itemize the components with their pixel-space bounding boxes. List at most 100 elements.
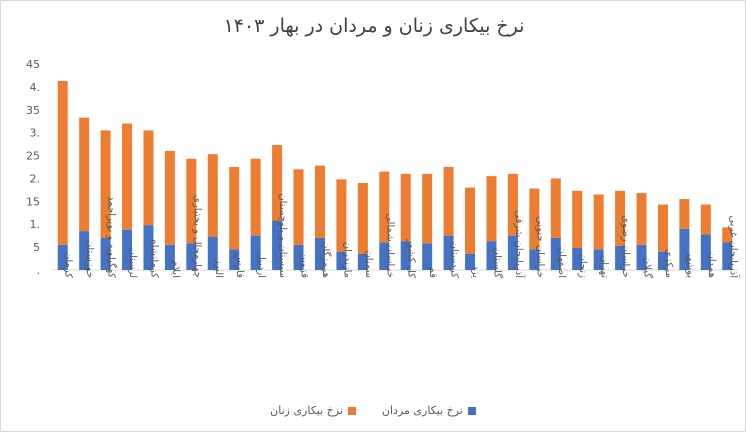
legend-swatch-women <box>347 406 356 415</box>
bar-women <box>507 173 518 236</box>
y-tick-label: 35 <box>26 104 40 117</box>
bar-women <box>593 194 604 250</box>
x-category-label: خوزستان <box>84 240 95 278</box>
bar-men <box>529 249 540 270</box>
x-category-label: لرستان <box>127 248 138 278</box>
bar-women <box>229 167 240 250</box>
x-category-label: آذربایجان غربی <box>727 215 740 279</box>
x-category-label: چهارمحال و بختیاری <box>191 195 202 278</box>
bar-men <box>572 248 583 270</box>
bar-men <box>293 244 304 270</box>
x-category-label: کرمانشاه <box>148 239 159 278</box>
x-category-label: خراسان رضوی <box>620 215 631 278</box>
x-category-label: کرمان <box>63 252 74 278</box>
bar-women <box>250 158 261 236</box>
bar-women <box>186 158 197 244</box>
y-tick-label: 45 <box>26 58 40 71</box>
bar-women <box>443 167 454 236</box>
bar-men <box>186 243 197 270</box>
bar-women <box>164 150 175 245</box>
x-category-label: قزوین <box>299 252 310 278</box>
bar-men <box>79 231 90 270</box>
x-category-label: اردبیل <box>256 253 267 278</box>
bar-women <box>100 130 111 238</box>
bar-men <box>100 237 111 270</box>
bar-men <box>422 243 433 270</box>
bar-women <box>272 145 283 221</box>
legend-label-women: نرخ بیکاری زنان <box>270 404 343 417</box>
bar-men <box>615 245 626 270</box>
bar-men <box>229 249 240 270</box>
x-category-label: ایلام <box>170 260 181 278</box>
bar-men <box>272 220 283 270</box>
bar-women <box>293 169 304 245</box>
bar-men <box>143 225 154 270</box>
bar-men <box>379 242 390 270</box>
bar-women <box>314 165 325 238</box>
bar-women <box>529 188 540 250</box>
bar-men <box>465 253 476 270</box>
bar-women <box>700 204 711 235</box>
bar-women <box>207 154 218 237</box>
bar-men <box>443 235 454 270</box>
x-category-label: هرمزگان <box>320 241 332 278</box>
bar-women <box>336 179 347 252</box>
bar-men <box>700 234 711 270</box>
bar-women <box>486 176 497 242</box>
bar-women <box>615 190 626 246</box>
bar-men <box>122 229 133 270</box>
x-category-label: گیلان <box>642 257 654 278</box>
x-category-label: مرکزی <box>663 249 674 278</box>
bar-men <box>636 244 647 270</box>
bar-women <box>636 193 647 245</box>
bar-women <box>550 178 561 238</box>
bar-men <box>336 251 347 270</box>
x-category-label: یزد <box>470 265 481 278</box>
y-tick-label: 3. <box>30 127 41 140</box>
bar-women <box>465 187 476 254</box>
x-category-label: البرز <box>213 258 224 278</box>
bar-men <box>657 251 668 270</box>
bar-men <box>722 242 733 270</box>
bar-men <box>593 249 604 270</box>
x-category-label: اصفهان <box>556 247 567 278</box>
x-category-label: سیستان و بلوچستان <box>277 193 288 278</box>
chart-title: نرخ بیکاری زنان و مردان در بهار ۱۴۰۳ <box>223 15 525 37</box>
bar-women <box>379 171 390 243</box>
x-category-label: قم <box>427 267 438 279</box>
x-category-label: مازندران <box>341 242 352 278</box>
bar-women <box>122 123 133 230</box>
x-category-label: آذربایجان شرقی <box>513 210 526 279</box>
x-category-label: خراسان شمالی <box>384 213 395 278</box>
bar-men <box>164 244 175 270</box>
bar-men <box>400 241 411 270</box>
bar-women <box>357 183 368 254</box>
x-category-label: کل کشور <box>406 238 417 278</box>
x-category-label: خراسان جنوبی <box>534 216 545 278</box>
y-tick-label: 4. <box>30 81 41 94</box>
y-tick-label: 5 <box>33 241 40 254</box>
bar-men <box>507 235 518 270</box>
bar-men <box>679 228 690 270</box>
bar-men <box>207 236 218 270</box>
bar-women <box>57 80 68 245</box>
bar-men <box>57 244 68 270</box>
x-category-label: بوشهر <box>684 251 695 278</box>
x-category-label: فارس <box>234 253 245 278</box>
x-category-label: زنجان <box>577 254 588 279</box>
bar-women <box>722 227 733 243</box>
x-category-label: کهگیلویه و بویراحمد <box>106 196 118 278</box>
legend-item-women: نرخ بیکاری زنان <box>270 404 356 417</box>
bar-men <box>550 237 561 270</box>
bar-men <box>250 235 261 270</box>
x-category-label: تهران <box>599 255 610 278</box>
bar-women <box>679 199 690 229</box>
bar-women <box>400 173 411 242</box>
bar-men <box>486 241 497 270</box>
x-category-label: گلستان <box>491 248 503 279</box>
bar-men <box>357 253 368 270</box>
bar-men <box>314 237 325 270</box>
legend-swatch-men <box>467 406 476 415</box>
legend: نرخ بیکاری زنان نرخ بیکاری مردان <box>0 404 746 417</box>
